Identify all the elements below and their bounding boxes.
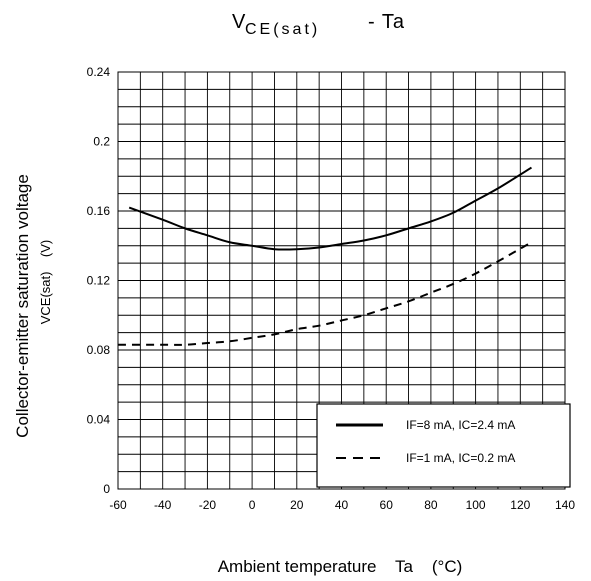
x-tick-label: 40 xyxy=(335,498,349,512)
y-tick-label: 0.2 xyxy=(93,135,110,149)
legend: IF=8 mA, IC=2.4 mA IF=1 mA, IC=0.2 mA xyxy=(316,403,571,488)
y-tick-label: 0.04 xyxy=(87,413,111,427)
y-axis-label-line1: Collector-emitter saturation voltage xyxy=(13,174,32,438)
chart-title-main: V xyxy=(232,11,246,33)
y-axis-label-line2: VCE(sat) (V) xyxy=(38,240,53,325)
chart-title: V CE(sat) - Ta xyxy=(232,11,405,38)
x-tick-label: 100 xyxy=(466,498,486,512)
x-tick-label: 20 xyxy=(290,498,304,512)
y-tick-labels: 0 0.04 0.08 0.12 0.16 0.2 0.24 xyxy=(87,65,111,496)
y-tick-label: 0 xyxy=(103,482,110,496)
legend-label-2: IF=1 mA, IC=0.2 mA xyxy=(406,451,515,465)
x-tick-label: 0 xyxy=(249,498,256,512)
series-line-1 xyxy=(128,166,533,251)
x-tick-label: 120 xyxy=(510,498,530,512)
x-axis-label: Ambient temperature Ta (°C) xyxy=(218,557,463,576)
legend-box xyxy=(316,403,571,488)
x-tick-label: -60 xyxy=(109,498,127,512)
series-line-2 xyxy=(117,241,532,346)
x-tick-label: 140 xyxy=(555,498,575,512)
y-tick-label: 0.24 xyxy=(87,65,111,79)
y-tick-label: 0.16 xyxy=(87,204,111,218)
x-tick-label: -40 xyxy=(154,498,172,512)
y-tick-label: 0.12 xyxy=(87,274,111,288)
chart-title-tail: - Ta xyxy=(368,11,405,33)
legend-label-1: IF=8 mA, IC=2.4 mA xyxy=(406,418,515,432)
chart-title-subscript: CE(sat) xyxy=(245,21,320,38)
x-tick-label: 80 xyxy=(424,498,438,512)
x-tick-label: -20 xyxy=(199,498,217,512)
x-tick-label: 60 xyxy=(380,498,394,512)
x-tick-labels: -60 -40 -20 0 20 40 60 80 100 120 140 xyxy=(109,498,575,512)
y-tick-label: 0.08 xyxy=(87,343,111,357)
plot-frame xyxy=(117,71,566,490)
series-group xyxy=(117,166,533,346)
